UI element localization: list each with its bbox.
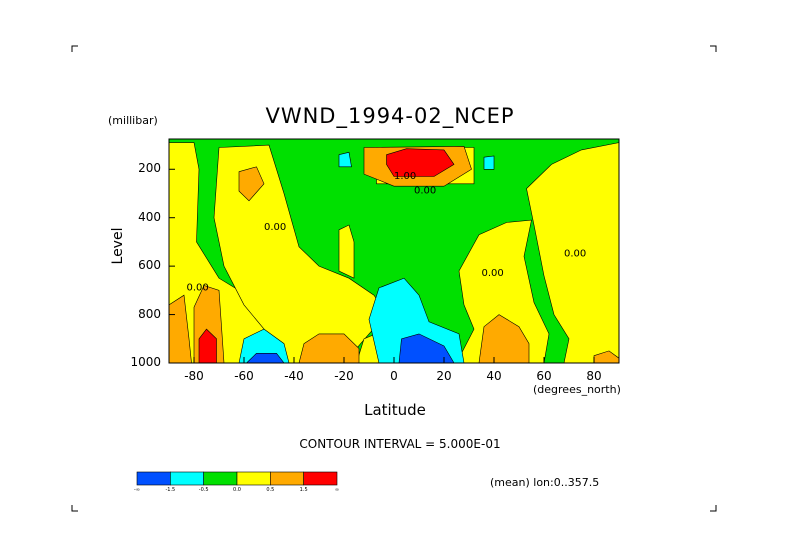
colorbar-tick-label: 0.5 xyxy=(266,487,275,493)
contour-label: 0.00 xyxy=(264,222,286,233)
y-tick-label: 1000 xyxy=(130,355,161,369)
y-tick-label: 600 xyxy=(138,258,161,273)
colorbar-swatch xyxy=(136,471,171,486)
x-tick-label: -40 xyxy=(284,369,304,383)
x-tick-label: 80 xyxy=(586,369,602,383)
colorbar-tick-label: -1.5 xyxy=(165,487,176,493)
y-tick-label: 800 xyxy=(138,306,161,321)
chart-title: VWND_1994-02_NCEP xyxy=(265,104,515,128)
colorbar-swatch xyxy=(170,471,204,486)
colorbar-swatch xyxy=(236,471,271,486)
positive-region xyxy=(456,219,550,364)
negative-region xyxy=(483,155,495,170)
negative-region xyxy=(338,151,352,168)
colorbar-swatch xyxy=(203,471,238,486)
colorbar-swatch xyxy=(303,471,338,486)
x-tick-label: 0 xyxy=(390,369,398,383)
x-tick-label: -60 xyxy=(234,369,254,383)
contour-interval: CONTOUR INTERVAL = 5.000E-01 xyxy=(299,437,501,451)
colorbar-tick-label: ∞ xyxy=(334,487,340,493)
y-unit-label: (millibar) xyxy=(108,114,158,127)
crop-mark xyxy=(71,45,78,52)
x-axis-label: Latitude xyxy=(364,401,426,419)
negative-region xyxy=(368,277,465,364)
x-unit-label: (degrees_north) xyxy=(533,383,621,396)
strong-positive-region xyxy=(238,166,265,202)
colorbar-swatch xyxy=(270,471,304,486)
x-tick-label: 40 xyxy=(486,369,502,383)
contour-label: 0.00 xyxy=(414,185,436,196)
colorbar-tick-label: 0.0 xyxy=(233,487,241,493)
contour-label: 0.00 xyxy=(187,282,209,293)
colorbar-tick-label: 1.5 xyxy=(299,487,308,493)
x-tick-label: 20 xyxy=(436,369,452,383)
x-tick-label: -20 xyxy=(334,369,354,383)
maximum-region xyxy=(386,148,455,177)
y-tick-label: 200 xyxy=(138,161,161,176)
x-tick-label: 60 xyxy=(536,369,552,383)
x-tick-label: -80 xyxy=(184,369,204,383)
mean-lon-label: (mean) lon:0..357.5 xyxy=(490,476,600,489)
maximum-region xyxy=(198,328,217,364)
y-tick-label: 400 xyxy=(138,209,161,224)
contour-label: 0.00 xyxy=(564,248,586,259)
positive-region xyxy=(338,224,355,279)
colorbar-tick-label: -0.5 xyxy=(198,487,209,493)
crop-mark xyxy=(71,505,78,512)
crop-mark xyxy=(710,45,717,52)
contour-label: 0.00 xyxy=(482,268,504,279)
colorbar-tick-label: -∞ xyxy=(134,487,140,493)
contour-label: 1.00 xyxy=(394,171,416,182)
crop-mark xyxy=(710,505,717,512)
